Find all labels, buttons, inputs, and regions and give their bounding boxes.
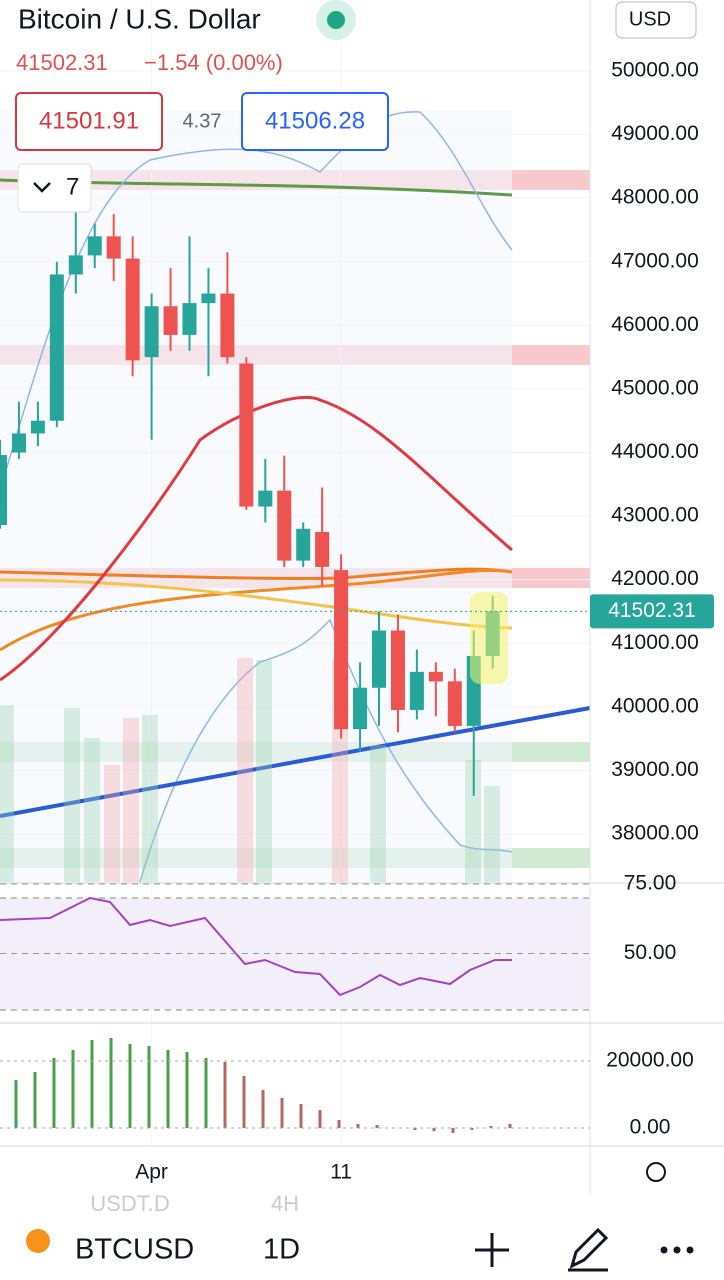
y-tick-label: 48000.00 bbox=[611, 186, 699, 209]
ghost-symbol: USDT.D bbox=[90, 1191, 169, 1216]
band-line bbox=[0, 111, 513, 491]
ma-line bbox=[0, 395, 513, 682]
bid: 41501.91 bbox=[39, 107, 139, 134]
y-tick-label: 45000.00 bbox=[611, 376, 699, 399]
candle-body bbox=[125, 258, 140, 361]
y-tick-label: 50.00 bbox=[624, 941, 677, 964]
y-tick-label: 47000.00 bbox=[611, 249, 699, 272]
y-tick-label: 39000.00 bbox=[611, 758, 699, 781]
spread: 4.37 bbox=[183, 110, 222, 132]
ma-line bbox=[0, 569, 513, 652]
add-button[interactable] bbox=[475, 1233, 509, 1267]
indicator-count: 7 bbox=[66, 173, 79, 200]
btc-icon bbox=[26, 1229, 50, 1253]
rsi-line bbox=[0, 896, 512, 997]
candle-body bbox=[390, 630, 405, 711]
sell-button[interactable] bbox=[15, 92, 163, 151]
y-tick-label: 50000.00 bbox=[611, 59, 699, 82]
symbol[interactable]: BTCUSD bbox=[75, 1234, 194, 1266]
candle-body bbox=[258, 490, 273, 507]
candle-body bbox=[372, 630, 386, 688]
candle-body bbox=[0, 455, 7, 525]
candle-body bbox=[447, 681, 462, 726]
last-price-box bbox=[590, 594, 714, 629]
y-tick-label: 43000.00 bbox=[611, 504, 699, 527]
candle-body bbox=[144, 306, 159, 358]
y-tick-label: 49000.00 bbox=[611, 122, 699, 145]
trend-line bbox=[0, 706, 591, 818]
ma-line bbox=[0, 578, 513, 630]
quote: 41502.31 bbox=[16, 50, 108, 75]
candle-body bbox=[163, 306, 178, 335]
change: −1.54 (0.00%) bbox=[144, 50, 283, 75]
candle-body bbox=[220, 293, 235, 358]
candle-body bbox=[409, 671, 424, 711]
y-tick-label: 40000.00 bbox=[611, 694, 699, 717]
status-dot bbox=[327, 11, 345, 29]
candle-body bbox=[334, 570, 349, 730]
title: Bitcoin / U.S. Dollar bbox=[18, 3, 261, 34]
candle-body bbox=[106, 236, 121, 259]
last-price-label: 41502.31 bbox=[608, 599, 696, 622]
candle-body bbox=[68, 255, 83, 275]
candle-body bbox=[277, 490, 292, 561]
candle-body bbox=[428, 671, 443, 682]
candle-body bbox=[182, 303, 197, 335]
bands-fill bbox=[0, 110, 512, 882]
candle-body bbox=[296, 528, 311, 561]
chevron bbox=[33, 182, 51, 193]
toolbar bbox=[0, 1195, 724, 1280]
y-tick-label: 46000.00 bbox=[611, 313, 699, 336]
more-button[interactable] bbox=[660, 1246, 694, 1254]
ask: 41506.28 bbox=[265, 107, 365, 134]
candle-body bbox=[87, 236, 102, 256]
band-line bbox=[139, 618, 513, 883]
candle-body bbox=[239, 363, 254, 507]
candle-body bbox=[11, 433, 26, 453]
ma-line bbox=[0, 567, 513, 580]
interval[interactable]: 1D bbox=[263, 1234, 300, 1266]
x-tick-label: Apr bbox=[135, 1161, 168, 1184]
y-tick-label: 38000.00 bbox=[611, 822, 699, 845]
y-tick-label: 42000.00 bbox=[611, 567, 699, 590]
highlight bbox=[470, 592, 508, 684]
y-tick-label: 75.00 bbox=[624, 872, 677, 895]
x-tick-label: 11 bbox=[330, 1161, 352, 1184]
x-axis: Apr 11 bbox=[135, 1161, 352, 1184]
draw-button[interactable] bbox=[568, 1227, 609, 1272]
ghost-interval: 4H bbox=[271, 1191, 299, 1216]
y-tick-label: 0.00 bbox=[630, 1116, 671, 1139]
candle-body bbox=[353, 687, 368, 730]
y-tick-label: 41000.00 bbox=[611, 631, 699, 654]
indicators-toggle[interactable] bbox=[17, 163, 92, 213]
currency: USD bbox=[629, 8, 671, 30]
y-tick-label: 20000.00 bbox=[606, 1049, 694, 1072]
volume bbox=[0, 658, 500, 882]
settings-icon[interactable] bbox=[646, 1162, 666, 1182]
candle-body bbox=[30, 420, 45, 434]
y-tick-label: 44000.00 bbox=[611, 440, 699, 463]
candle-body bbox=[315, 531, 330, 567]
buy-button[interactable] bbox=[241, 92, 389, 151]
rsi-band bbox=[0, 898, 590, 1010]
macd-pane bbox=[0, 1038, 590, 1133]
currency-button[interactable] bbox=[615, 1, 697, 39]
candle-body bbox=[49, 274, 64, 421]
candle-body bbox=[201, 293, 216, 304]
